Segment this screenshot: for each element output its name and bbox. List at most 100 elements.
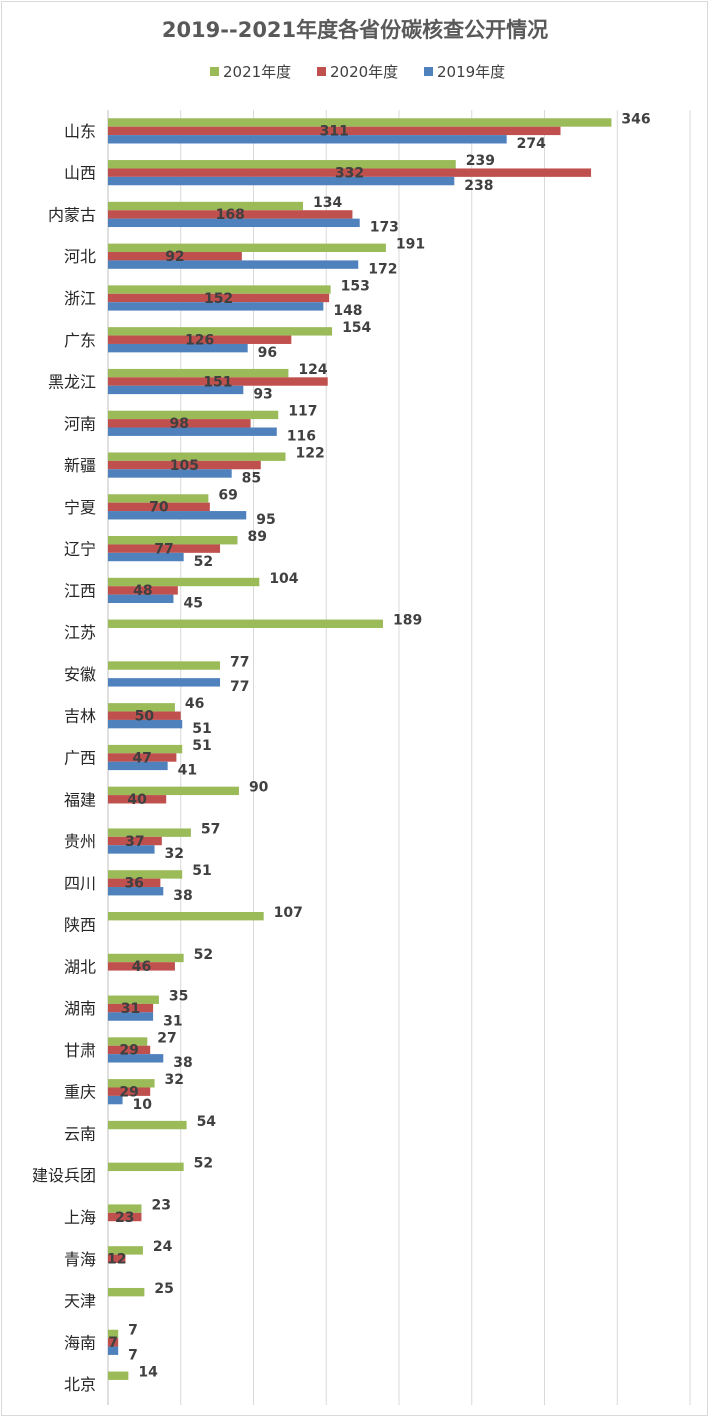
bar xyxy=(108,511,247,520)
data-label: 89 xyxy=(247,529,266,545)
legend-label: 2021年度 xyxy=(223,63,291,81)
bar xyxy=(108,1246,143,1255)
category-label: 内蒙古 xyxy=(48,205,96,224)
bar xyxy=(108,878,161,888)
data-label: 105 xyxy=(170,458,199,474)
category-label: 河北 xyxy=(64,247,96,266)
data-label: 38 xyxy=(173,1055,192,1071)
data-label: 45 xyxy=(183,596,202,612)
data-label: 32 xyxy=(165,846,184,862)
category-label: 陕西 xyxy=(64,916,96,935)
data-label: 32 xyxy=(165,1072,184,1088)
data-label: 27 xyxy=(157,1030,176,1046)
bar xyxy=(108,469,232,478)
data-label: 116 xyxy=(287,429,316,445)
category-label: 新疆 xyxy=(64,456,96,475)
data-label: 98 xyxy=(170,416,189,432)
category-label: 湖南 xyxy=(64,999,96,1018)
bar xyxy=(108,1287,145,1297)
bar xyxy=(108,252,242,261)
bar xyxy=(108,619,383,628)
data-label: 70 xyxy=(149,500,169,516)
bar xyxy=(108,419,251,428)
data-label: 189 xyxy=(393,613,422,629)
bar xyxy=(108,243,386,253)
category-label: 辽宁 xyxy=(64,540,96,559)
bar xyxy=(108,385,244,395)
data-label: 7 xyxy=(128,1348,138,1364)
bar xyxy=(108,911,264,921)
data-label: 51 xyxy=(192,738,211,754)
data-label: 172 xyxy=(368,261,397,277)
data-label: 152 xyxy=(204,291,233,307)
data-label: 311 xyxy=(320,124,349,140)
bar xyxy=(108,201,303,211)
category-label: 宁夏 xyxy=(64,498,96,517)
data-label: 31 xyxy=(163,1013,182,1029)
data-label: 238 xyxy=(464,178,493,194)
legend-label: 2020年度 xyxy=(330,63,398,81)
category-label: 天津 xyxy=(64,1292,96,1311)
bar xyxy=(108,168,592,177)
bar xyxy=(108,828,191,837)
data-label: 69 xyxy=(218,487,237,503)
bar xyxy=(108,285,331,294)
bar xyxy=(108,1204,142,1213)
data-label: 51 xyxy=(192,863,211,879)
data-label: 90 xyxy=(249,780,269,796)
data-label: 239 xyxy=(466,153,495,169)
data-label: 29 xyxy=(119,1084,138,1100)
bar xyxy=(108,711,181,720)
bar xyxy=(108,343,248,353)
data-label: 7 xyxy=(108,1335,118,1351)
bar xyxy=(108,118,612,127)
data-label: 117 xyxy=(288,404,317,420)
bars xyxy=(108,118,612,1380)
legend: 2021年度 2020年度 2019年度 xyxy=(210,63,505,81)
category-label: 江苏 xyxy=(64,623,96,642)
bar xyxy=(108,744,183,754)
bar xyxy=(108,502,210,512)
bar xyxy=(108,460,261,470)
data-label: 85 xyxy=(242,470,261,486)
bar xyxy=(108,870,183,879)
bar xyxy=(108,260,359,269)
bar xyxy=(108,1346,119,1355)
category-label: 黑龙江 xyxy=(48,373,96,392)
bar xyxy=(108,1162,184,1172)
category-label: 青海 xyxy=(64,1250,96,1269)
category-label: 重庆 xyxy=(64,1083,96,1102)
data-label: 54 xyxy=(197,1114,217,1130)
data-label: 173 xyxy=(370,220,399,236)
data-label: 104 xyxy=(269,571,298,587)
data-label: 35 xyxy=(169,989,188,1005)
bar xyxy=(108,536,238,545)
legend-label: 2019年度 xyxy=(437,63,505,81)
data-label: 47 xyxy=(132,750,151,766)
data-label: 96 xyxy=(258,345,277,361)
bar xyxy=(108,661,221,670)
bar xyxy=(108,1120,187,1130)
bar xyxy=(108,786,239,796)
data-label: 7 xyxy=(128,1323,138,1339)
category-label: 江西 xyxy=(64,581,96,600)
data-label: 25 xyxy=(154,1281,173,1297)
bar xyxy=(108,368,289,378)
bar xyxy=(108,887,164,896)
data-label: 52 xyxy=(194,1156,213,1172)
data-label: 41 xyxy=(178,763,197,779)
category-label: 甘肃 xyxy=(64,1041,96,1060)
bar xyxy=(108,586,178,595)
bar xyxy=(108,1338,119,1347)
bar xyxy=(108,1371,129,1380)
bar xyxy=(108,552,184,562)
bar xyxy=(108,377,328,386)
bar xyxy=(108,1054,164,1063)
bar xyxy=(108,135,507,144)
gridlines xyxy=(107,110,691,1405)
bar xyxy=(108,210,353,219)
data-label: 51 xyxy=(192,721,211,737)
data-label: 126 xyxy=(185,333,214,349)
